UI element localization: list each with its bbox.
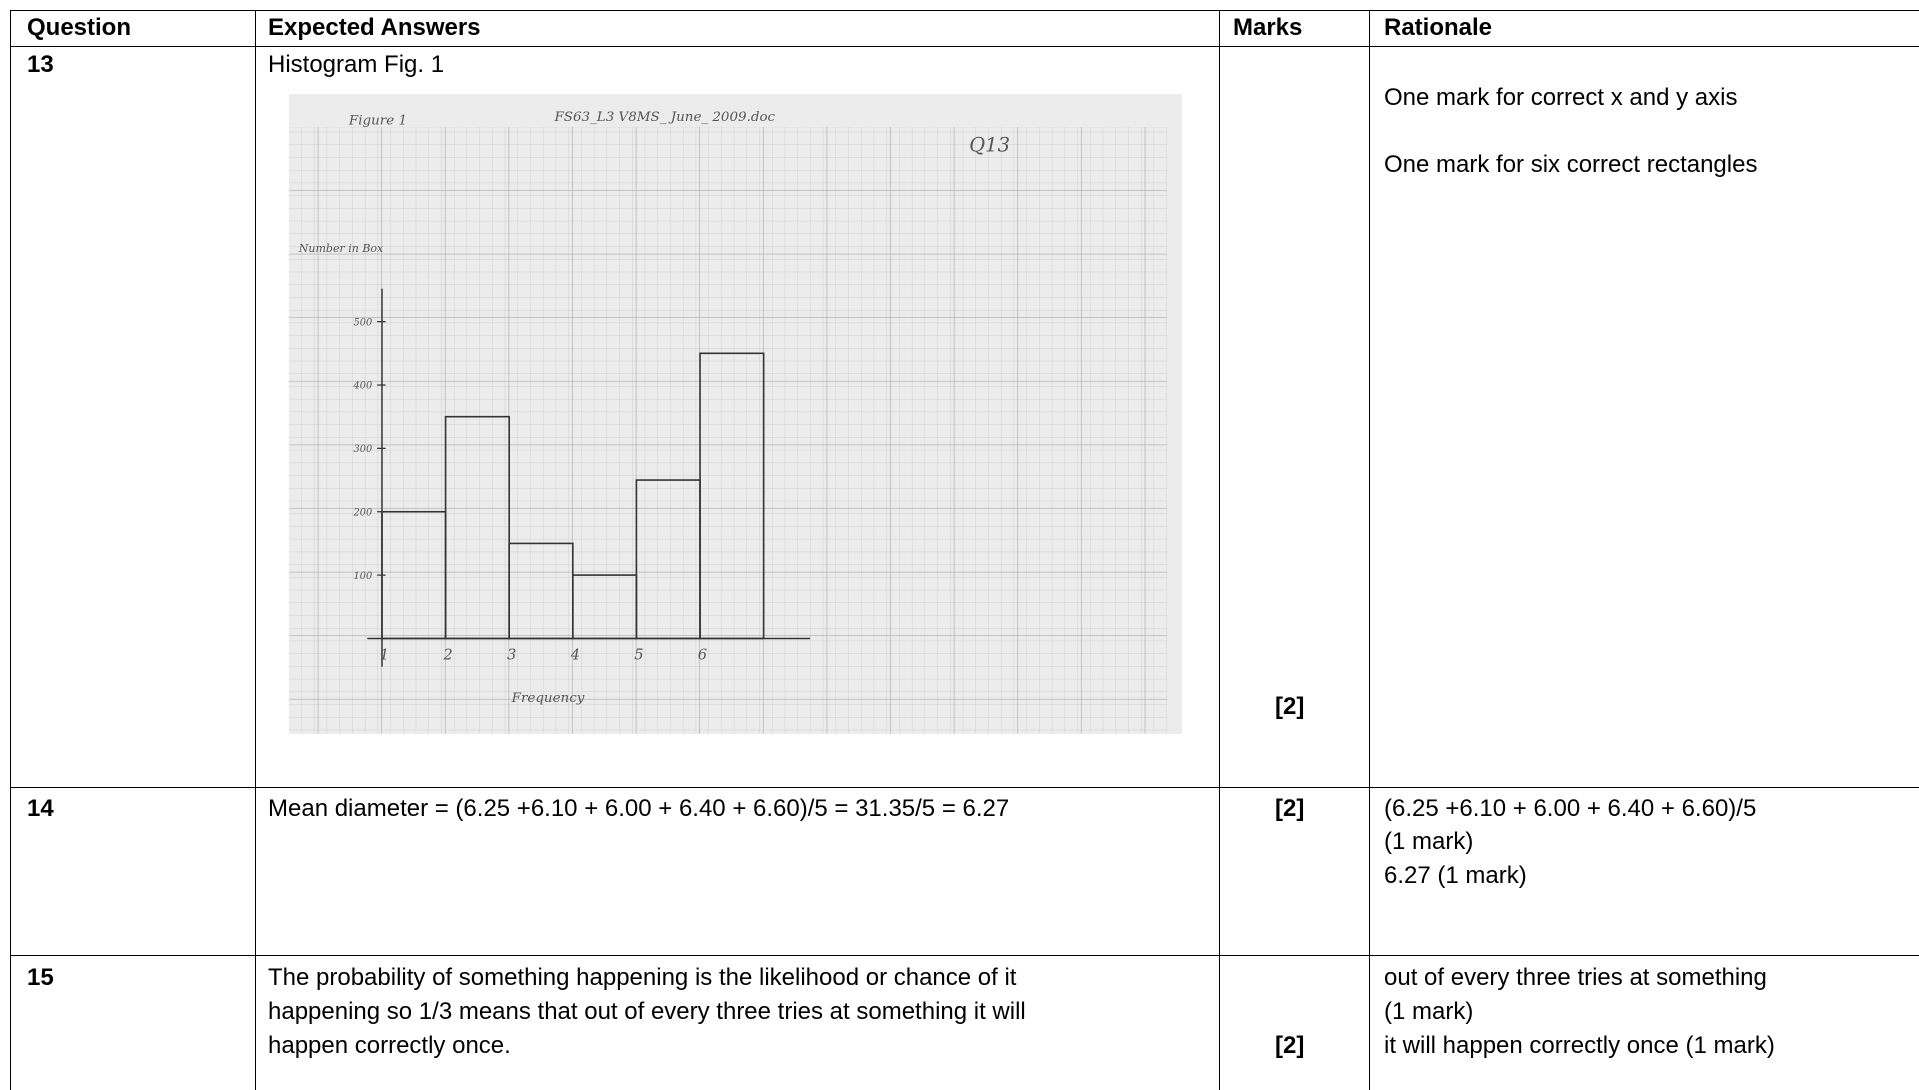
rationale: One mark for correct x and y axis: [1384, 84, 1737, 112]
question: 14: [27, 795, 54, 823]
border: [10, 787, 1919, 788]
figure-tag: Q13: [969, 134, 1010, 157]
border: [255, 10, 256, 1090]
y-tick-label: 500: [354, 317, 373, 328]
rationale: 6.27 (1 mark): [1384, 862, 1527, 890]
x-tick-label: 2: [442, 646, 452, 663]
figure-caption: Figure 1: [348, 114, 407, 129]
border: [10, 955, 1919, 956]
question: 15: [27, 964, 54, 992]
border: [1369, 10, 1370, 1090]
rationale: it will happen correctly once (1 mark): [1384, 1032, 1775, 1060]
x-tick-label: 5: [634, 646, 643, 663]
header-question: Question: [27, 14, 131, 42]
histogram-figure: Figure 1 FS63_L3 V8MS_ June_ 2009.doc Q13 N…: [289, 94, 1182, 734]
border: [10, 10, 1919, 11]
x-tick-label: 3: [507, 646, 516, 663]
answer: The probability of something happening i…: [268, 964, 1016, 992]
answer: happening so 1/3 means that out of every…: [268, 998, 1026, 1026]
border: [10, 46, 1919, 47]
answer: Histogram Fig. 1: [268, 51, 444, 79]
y-tick-label: 300: [354, 444, 373, 455]
border: [1219, 10, 1220, 1090]
x-tick-label: 1: [380, 646, 389, 663]
question: 13: [27, 51, 54, 79]
answer: Mean diameter = (6.25 +6.10 + 6.00 + 6.4…: [268, 795, 1009, 823]
x-tick-label: 6: [698, 646, 707, 663]
header-rationale: Rationale: [1384, 14, 1492, 42]
header-answers: Expected Answers: [268, 14, 481, 42]
marks: [2]: [1275, 1032, 1304, 1060]
rationale: One mark for six correct rectangles: [1384, 151, 1757, 179]
x-axis-label: Frequency: [511, 691, 585, 706]
grid-paper: [289, 127, 1167, 734]
header-marks: Marks: [1233, 14, 1302, 42]
page: Question Expected Answers Marks Rational…: [0, 0, 1919, 1090]
answer: happen correctly once.: [268, 1032, 511, 1060]
rationale: (1 mark): [1384, 828, 1473, 856]
rationale: (1 mark): [1384, 998, 1473, 1026]
rationale: (6.25 +6.10 + 6.00 + 6.40 + 6.60)/5: [1384, 795, 1756, 823]
x-tick-label: 4: [570, 646, 580, 663]
border: [10, 10, 11, 1090]
marks: [2]: [1275, 795, 1304, 823]
y-tick-label: 100: [354, 571, 373, 582]
y-tick-label: 400: [353, 381, 373, 392]
y-tick-label: 200: [353, 507, 373, 518]
figure-file: FS63_L3 V8MS_ June_ 2009.doc: [553, 110, 775, 125]
rationale: out of every three tries at something: [1384, 964, 1767, 992]
marks: [2]: [1275, 693, 1304, 721]
y-axis-label: Number in Box: [298, 242, 384, 255]
